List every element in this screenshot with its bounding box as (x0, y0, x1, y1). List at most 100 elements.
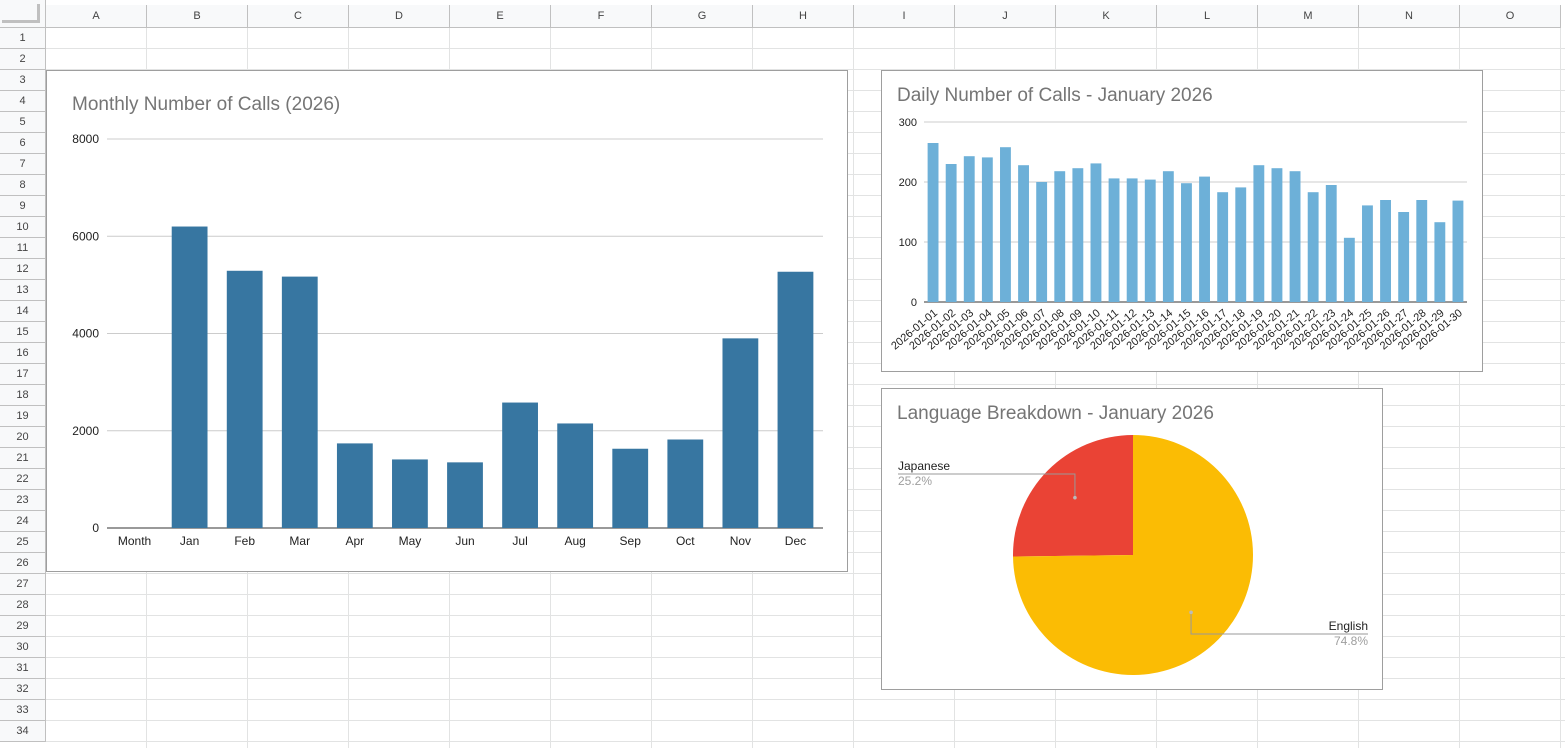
column-header-M[interactable]: M (1258, 5, 1359, 28)
column-header-E[interactable]: E (450, 5, 551, 28)
pie-slice-japanese[interactable] (1013, 435, 1133, 557)
bar-Nov[interactable] (722, 338, 759, 528)
row-header-6[interactable]: 6 (0, 133, 46, 154)
column-header-K[interactable]: K (1056, 5, 1157, 28)
row-header-7[interactable]: 7 (0, 154, 46, 175)
bar-Aug[interactable] (557, 423, 594, 528)
bar-Apr[interactable] (336, 443, 373, 528)
row-header-13[interactable]: 13 (0, 280, 46, 301)
bar-2026-01-03[interactable] (963, 156, 975, 302)
column-header-G[interactable]: G (652, 5, 753, 28)
row-header-2[interactable]: 2 (0, 49, 46, 70)
row-header-24[interactable]: 24 (0, 511, 46, 532)
bar-2026-01-27[interactable] (1398, 212, 1410, 302)
x-tick-label: Jun (455, 534, 474, 548)
column-header-I[interactable]: I (854, 5, 955, 28)
row-header-5[interactable]: 5 (0, 112, 46, 133)
bar-2026-01-19[interactable] (1253, 165, 1265, 302)
column-header-O[interactable]: O (1460, 5, 1561, 28)
row-header-11[interactable]: 11 (0, 238, 46, 259)
bar-2026-01-14[interactable] (1162, 171, 1174, 302)
row-header-10[interactable]: 10 (0, 217, 46, 238)
row-header-34[interactable]: 34 (0, 721, 46, 742)
row-header-22[interactable]: 22 (0, 469, 46, 490)
row-header-9[interactable]: 9 (0, 196, 46, 217)
bar-2026-01-26[interactable] (1380, 200, 1391, 302)
row-header-29[interactable]: 29 (0, 616, 46, 637)
bar-2026-01-12[interactable] (1126, 178, 1138, 302)
bar-2026-01-23[interactable] (1325, 185, 1337, 302)
row-header-15[interactable]: 15 (0, 322, 46, 343)
row-header-27[interactable]: 27 (0, 574, 46, 595)
row-header-16[interactable]: 16 (0, 343, 46, 364)
row-header-21[interactable]: 21 (0, 448, 46, 469)
language-breakdown-chart[interactable]: Language Breakdown - January 2026 Japane… (881, 388, 1383, 690)
row-header-32[interactable]: 32 (0, 679, 46, 700)
bar-2026-01-02[interactable] (945, 164, 957, 302)
row-header-26[interactable]: 26 (0, 553, 46, 574)
bar-2026-01-17[interactable] (1217, 192, 1229, 302)
bar-2026-01-07[interactable] (1036, 182, 1048, 302)
row-header-30[interactable]: 30 (0, 637, 46, 658)
bar-Oct[interactable] (667, 439, 704, 528)
bar-2026-01-01[interactable] (927, 143, 939, 302)
row-header-8[interactable]: 8 (0, 175, 46, 196)
column-header-F[interactable]: F (551, 5, 652, 28)
row-header-25[interactable]: 25 (0, 532, 46, 553)
bar-Jan[interactable] (171, 226, 208, 528)
bar-2026-01-21[interactable] (1289, 171, 1301, 302)
bar-2026-01-29[interactable] (1434, 222, 1446, 302)
row-header-33[interactable]: 33 (0, 700, 46, 721)
row-header-17[interactable]: 17 (0, 364, 46, 385)
column-header-C[interactable]: C (248, 5, 349, 28)
column-header-L[interactable]: L (1157, 5, 1258, 28)
bar-2026-01-05[interactable] (1000, 147, 1011, 302)
column-header-B[interactable]: B (147, 5, 248, 28)
bar-2026-01-25[interactable] (1362, 205, 1373, 302)
row-header-1[interactable]: 1 (0, 28, 46, 49)
bar-2026-01-06[interactable] (1018, 165, 1029, 302)
bar-Sep[interactable] (612, 448, 649, 528)
bar-Feb[interactable] (226, 270, 263, 528)
bar-2026-01-08[interactable] (1054, 171, 1066, 302)
x-tick-label: Jul (512, 534, 527, 548)
bar-2026-01-04[interactable] (981, 157, 993, 302)
daily-calls-chart[interactable]: Daily Number of Calls - January 2026 0 10… (881, 70, 1483, 372)
row-header-31[interactable]: 31 (0, 658, 46, 679)
column-header-N[interactable]: N (1359, 5, 1460, 28)
bar-2026-01-13[interactable] (1144, 179, 1156, 302)
bar-2026-01-20[interactable] (1271, 168, 1283, 302)
bar-Mar[interactable] (281, 276, 318, 528)
pie-slice-percent: 25.2% (898, 474, 932, 488)
row-header-23[interactable]: 23 (0, 490, 46, 511)
row-header-19[interactable]: 19 (0, 406, 46, 427)
bar-Dec[interactable] (777, 271, 814, 528)
column-header-D[interactable]: D (349, 5, 450, 28)
row-header-18[interactable]: 18 (0, 385, 46, 406)
bar-2026-01-16[interactable] (1199, 176, 1210, 302)
column-header-H[interactable]: H (753, 5, 854, 28)
bar-2026-01-18[interactable] (1235, 187, 1247, 302)
row-header-28[interactable]: 28 (0, 595, 46, 616)
bar-Jun[interactable] (447, 462, 483, 528)
row-header-20[interactable]: 20 (0, 427, 46, 448)
bar-Jul[interactable] (502, 402, 538, 528)
select-all-corner[interactable] (0, 0, 46, 28)
bar-2026-01-11[interactable] (1108, 178, 1120, 302)
pie-slice-english[interactable] (1013, 435, 1253, 675)
row-header-12[interactable]: 12 (0, 259, 46, 280)
bar-2026-01-09[interactable] (1072, 168, 1084, 302)
bar-2026-01-28[interactable] (1416, 200, 1428, 302)
column-header-J[interactable]: J (955, 5, 1056, 28)
bar-2026-01-30[interactable] (1452, 200, 1464, 302)
column-header-A[interactable]: A (46, 5, 147, 28)
bar-2026-01-22[interactable] (1307, 192, 1319, 302)
bar-2026-01-10[interactable] (1090, 163, 1102, 302)
bar-May[interactable] (392, 459, 428, 528)
monthly-calls-chart[interactable]: Monthly Number of Calls (2026) 0 2000 4000… (46, 70, 848, 572)
bar-2026-01-15[interactable] (1181, 183, 1192, 302)
row-header-14[interactable]: 14 (0, 301, 46, 322)
row-header-3[interactable]: 3 (0, 70, 46, 91)
bar-2026-01-24[interactable] (1343, 237, 1355, 302)
row-header-4[interactable]: 4 (0, 91, 46, 112)
